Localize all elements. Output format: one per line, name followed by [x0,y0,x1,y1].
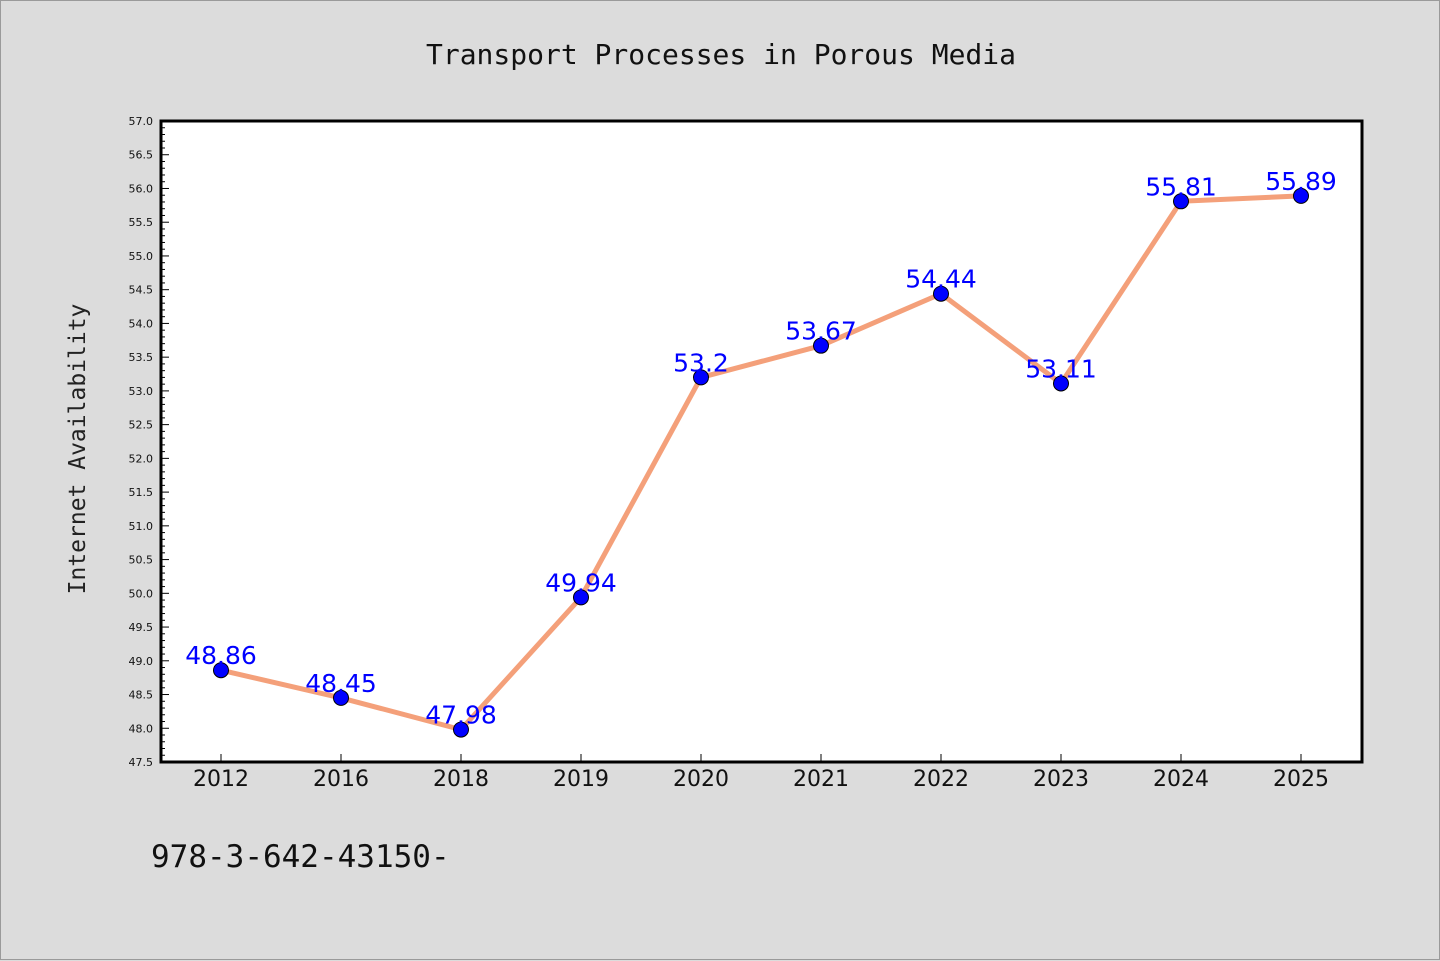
y-axis-ticks: 47.5 48.0 48.5 49.0 49.5 50.0 50.5 51.0 51.5 52.0… [129,115,169,769]
data-label: 53.2 [673,348,729,377]
plot-area [159,119,1364,764]
data-point [1293,187,1309,204]
y-tick-label: 54.0 [129,317,154,330]
series-line [218,193,1304,733]
x-tick-label: 2024 [1153,767,1209,792]
series-group: 48.86 48.45 47.98 49.94 53.2 53.67 54.44 53.11 5… [185,167,1337,738]
y-tick-label: 56.5 [129,149,154,162]
x-tick-label: 2016 [313,767,369,792]
y-tick-label: 56.0 [129,182,154,195]
data-label: 53.11 [1025,354,1097,383]
data-point [453,721,469,738]
y-tick-label: 50.5 [129,554,154,567]
data-label: 48.86 [185,641,257,670]
x-tick-label: 2023 [1033,767,1089,792]
y-tick-label: 55.5 [129,216,154,229]
data-point [813,337,829,354]
data-label: 55.81 [1145,172,1217,201]
y-tick-label: 47.5 [129,756,154,769]
y-tick-label: 50.0 [129,587,154,600]
x-tick-label: 2022 [913,767,969,792]
y-tick-label: 48.5 [129,689,154,702]
data-point [1053,375,1069,392]
y-tick-label: 51.0 [129,520,154,533]
data-point [573,589,589,606]
data-point [933,285,949,302]
y-tick-label: 57.0 [129,115,154,128]
x-tick-label: 2019 [553,767,609,792]
data-label: 47.98 [425,701,497,730]
y-tick-label: 49.0 [129,655,154,668]
x-axis-ticks: 2012 2016 2018 2019 2020 2021 2022 2023 2024 2025 [193,754,1329,792]
y-tick-label: 55.0 [129,250,154,263]
y-tick-label: 51.5 [129,486,154,499]
y-tick-label: 52.0 [129,452,154,465]
isbn-footer: 978-3-642-43150- [151,839,450,875]
data-label: 48.45 [305,669,377,698]
chart-title: Transport Processes in Porous Media [426,38,1016,71]
y-tick-label: 48.0 [129,722,154,735]
y-tick-label: 52.5 [129,419,154,432]
x-tick-label: 2020 [673,767,729,792]
data-label: 49.94 [545,568,617,597]
x-tick-label: 2018 [433,767,489,792]
y-tick-label: 54.5 [129,284,154,297]
data-label: 55.89 [1265,167,1337,196]
y-tick-label: 53.5 [129,351,154,364]
x-tick-label: 2021 [793,767,849,792]
data-point [693,369,709,386]
data-label: 54.44 [905,265,977,294]
y-tick-label: 49.5 [129,621,154,634]
data-label: 53.67 [785,317,857,346]
data-point [213,662,229,679]
x-tick-label: 2012 [193,767,249,792]
x-tick-label: 2025 [1273,767,1329,792]
data-point [333,689,349,706]
data-point [1173,193,1189,210]
y-tick-label: 53.0 [129,385,154,398]
y-axis-label: Internet Availability [65,304,91,595]
